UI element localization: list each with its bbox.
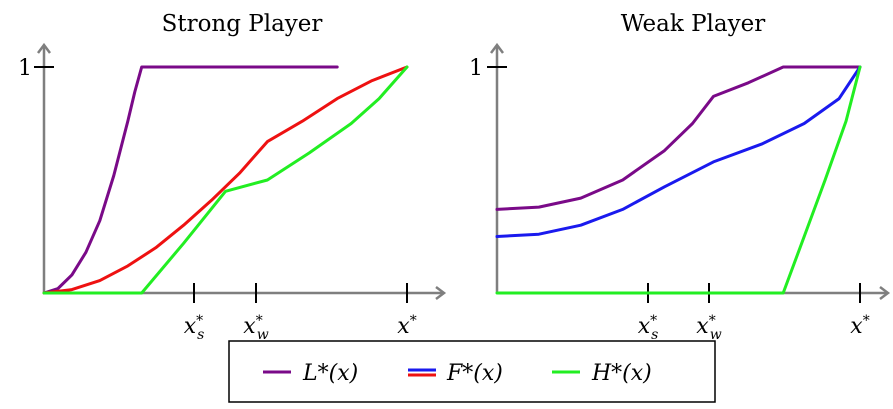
series-line-f-strong [42, 65, 409, 295]
legend-label-l: L*(x) [302, 361, 358, 386]
x-tick-label-xw-weak: x* w [696, 313, 721, 343]
x-tick-label-xs-weak: x* s [638, 313, 659, 343]
series-line-l-weak [495, 65, 862, 211]
y-axis-arrow-strong [37, 42, 51, 54]
curves-weak [495, 65, 862, 295]
legend-box [228, 340, 716, 403]
x-tick-label-xs-strong: x* s [184, 313, 205, 343]
panel-title-weak: Weak Player [621, 11, 765, 37]
curves-strong [42, 65, 409, 295]
legend: L*(x) F*(x) H*(x) [228, 340, 716, 403]
series-line-h-weak [495, 65, 862, 295]
series-line-f-weak [495, 65, 862, 238]
y-tick-label-1-strong: 1 [18, 56, 32, 81]
series-line-l-strong [42, 65, 339, 295]
x-axis-arrow-weak [879, 286, 891, 300]
x-tick-label-x-weak: x* [850, 313, 869, 339]
legend-label-f: F*(x) [446, 361, 503, 386]
y-axis-arrow-weak [490, 42, 504, 54]
panel-title-strong: Strong Player [162, 11, 323, 37]
panel-strong: Strong Player 1 x* s x* w x* [18, 11, 447, 343]
panel-weak: Weak Player 1 x* s x* w x* [469, 11, 891, 343]
legend-label-h: H*(x) [591, 361, 652, 386]
y-tick-label-1-weak: 1 [469, 56, 483, 81]
x-tick-label-x-strong: x* [397, 313, 416, 339]
x-axis-arrow-strong [435, 286, 447, 300]
series-line-h-strong [42, 65, 409, 295]
x-tick-label-xw-strong: x* w [243, 313, 268, 343]
